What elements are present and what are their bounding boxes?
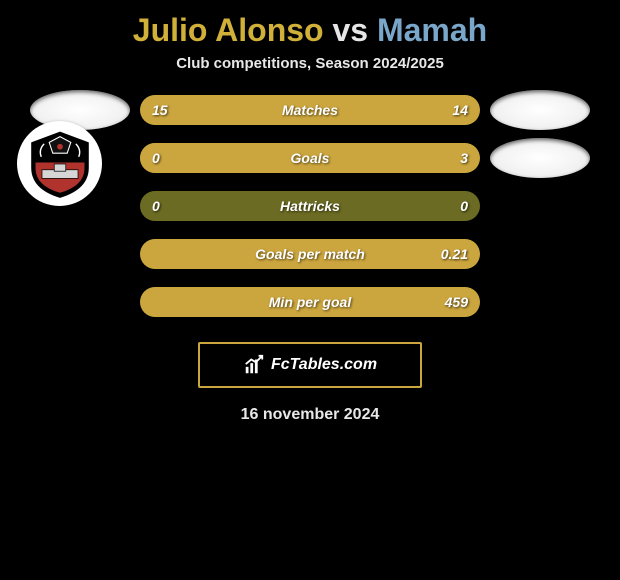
stat-right-value: 0 — [460, 191, 468, 221]
stat-row: 15 Matches 14 — [0, 90, 620, 130]
player2-name: Mamah — [377, 12, 487, 48]
stat-right-value: 0.21 — [441, 239, 468, 269]
player1-name: Julio Alonso — [133, 12, 324, 48]
stat-label: Min per goal — [140, 287, 480, 317]
date-text: 16 november 2024 — [0, 406, 620, 424]
crest-icon — [24, 128, 96, 200]
subtitle: Club competitions, Season 2024/2025 — [0, 55, 620, 72]
stat-label: Hattricks — [140, 191, 480, 221]
title-vs: vs — [332, 12, 368, 48]
club-crest — [17, 121, 102, 206]
stats-block: 15 Matches 14 0 Goals 3 0 — [0, 90, 620, 322]
stat-label: Matches — [140, 95, 480, 125]
stat-row: Min per goal 459 — [0, 282, 620, 322]
brand-box: FcTables.com — [198, 342, 422, 388]
brand-text: FcTables.com — [271, 356, 377, 374]
title: Julio Alonso vs Mamah — [0, 0, 620, 55]
stat-bar: 15 Matches 14 — [140, 95, 480, 125]
stat-bar: 0 Goals 3 — [140, 143, 480, 173]
stat-right-value: 459 — [445, 287, 468, 317]
player2-badge-ellipse — [490, 90, 590, 130]
stat-label: Goals per match — [140, 239, 480, 269]
player2-badge-ellipse — [490, 138, 590, 178]
stat-label: Goals — [140, 143, 480, 173]
stat-row: Goals per match 0.21 — [0, 234, 620, 274]
stat-row: 0 Hattricks 0 — [0, 186, 620, 226]
stat-bar: Min per goal 459 — [140, 287, 480, 317]
stat-bar: Goals per match 0.21 — [140, 239, 480, 269]
chart-icon — [243, 354, 265, 376]
stat-right-value: 14 — [452, 95, 468, 125]
comparison-card: Julio Alonso vs Mamah Club competitions,… — [0, 0, 620, 580]
stat-right-value: 3 — [460, 143, 468, 173]
stat-bar: 0 Hattricks 0 — [140, 191, 480, 221]
